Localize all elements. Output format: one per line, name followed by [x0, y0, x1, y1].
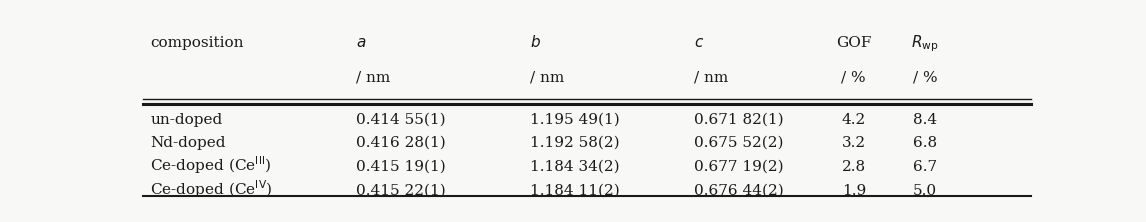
Text: 1.9: 1.9: [841, 184, 866, 198]
Text: $c$: $c$: [694, 36, 704, 50]
Text: 0.677 19(2): 0.677 19(2): [694, 160, 784, 174]
Text: GOF: GOF: [837, 36, 871, 50]
Text: 6.8: 6.8: [912, 136, 937, 150]
Text: 2.8: 2.8: [841, 160, 866, 174]
Text: 1.192 58(2): 1.192 58(2): [529, 136, 619, 150]
Text: 0.415 22(1): 0.415 22(1): [356, 184, 446, 198]
Text: 1.184 34(2): 1.184 34(2): [529, 160, 619, 174]
Text: 1.184 11(2): 1.184 11(2): [529, 184, 619, 198]
Text: 0.671 82(1): 0.671 82(1): [694, 113, 784, 127]
Text: 0.675 52(2): 0.675 52(2): [694, 136, 784, 150]
Text: 4.2: 4.2: [841, 113, 866, 127]
Text: Ce-doped (Ce$^{\rm IV}$): Ce-doped (Ce$^{\rm IV}$): [150, 178, 273, 200]
Text: / nm: / nm: [694, 70, 728, 84]
Text: composition: composition: [150, 36, 244, 50]
Text: $a$: $a$: [356, 36, 367, 50]
Text: 6.7: 6.7: [912, 160, 937, 174]
Text: Nd-doped: Nd-doped: [150, 136, 226, 150]
Text: 0.416 28(1): 0.416 28(1): [356, 136, 446, 150]
Text: 0.414 55(1): 0.414 55(1): [356, 113, 446, 127]
Text: 5.0: 5.0: [912, 184, 937, 198]
Text: / nm: / nm: [356, 70, 391, 84]
Text: un-doped: un-doped: [150, 113, 222, 127]
Text: / %: / %: [841, 70, 866, 84]
Text: / nm: / nm: [529, 70, 564, 84]
Text: 0.415 19(1): 0.415 19(1): [356, 160, 446, 174]
Text: 3.2: 3.2: [841, 136, 866, 150]
Text: $R_{\rm wp}$: $R_{\rm wp}$: [911, 33, 939, 54]
Text: 8.4: 8.4: [912, 113, 937, 127]
Text: 1.195 49(1): 1.195 49(1): [529, 113, 619, 127]
Text: / %: / %: [912, 70, 937, 84]
Text: 0.676 44(2): 0.676 44(2): [694, 184, 784, 198]
Text: Ce-doped (Ce$^{\rm III}$): Ce-doped (Ce$^{\rm III}$): [150, 154, 272, 176]
Text: $b$: $b$: [529, 34, 541, 50]
